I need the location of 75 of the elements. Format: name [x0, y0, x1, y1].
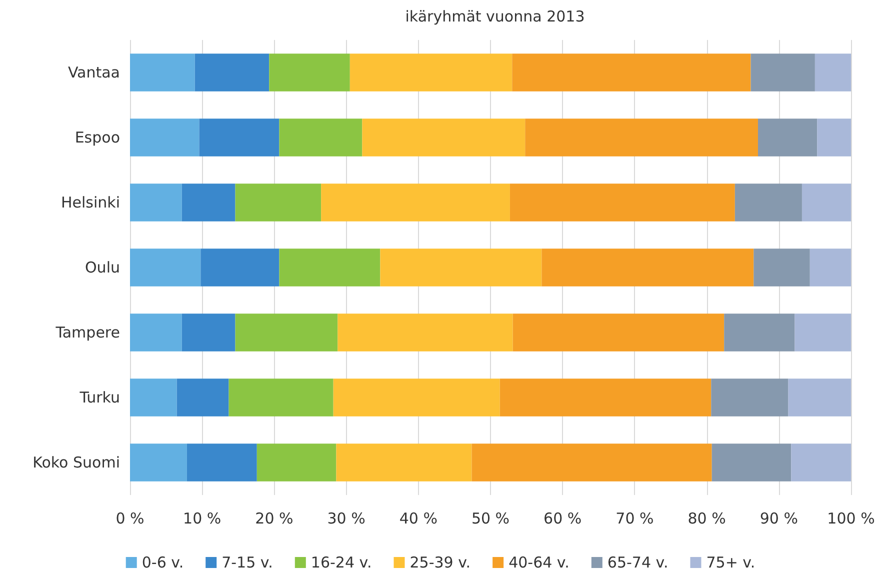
bar — [279, 248, 380, 286]
legend-label: 25-39 v. — [410, 554, 471, 572]
bar — [333, 378, 500, 416]
bar — [194, 54, 270, 92]
bar — [200, 248, 280, 286]
bar — [810, 248, 851, 286]
y-tick-label: Tampere — [54, 324, 120, 342]
x-tick-label: 20 % — [255, 510, 294, 528]
bar — [472, 444, 712, 482]
bar — [525, 118, 758, 156]
legend-label: 0-6 v. — [142, 554, 184, 572]
bar — [199, 118, 280, 156]
bar — [182, 184, 236, 222]
bar — [338, 314, 513, 352]
bar — [321, 184, 510, 222]
legend-label: 65-74 v. — [607, 554, 668, 572]
y-tick-label: Koko Suomi — [32, 454, 120, 472]
bar — [130, 378, 177, 416]
bar — [500, 378, 712, 416]
bar — [130, 444, 187, 482]
bar — [711, 378, 788, 416]
bar — [130, 314, 182, 352]
bar — [791, 444, 851, 482]
bar — [724, 314, 795, 352]
x-tick-label: 40 % — [399, 510, 438, 528]
bar — [130, 248, 201, 286]
bar — [512, 54, 751, 92]
bar — [130, 118, 200, 156]
bar — [176, 378, 229, 416]
chart-title: ikäryhmät vuonna 2013 — [405, 8, 585, 26]
x-tick-label: 50 % — [471, 510, 510, 528]
bar — [754, 248, 810, 286]
bar — [186, 444, 257, 482]
bar — [228, 378, 334, 416]
y-tick-label: Helsinki — [60, 194, 120, 212]
bar — [802, 184, 851, 222]
bar — [182, 314, 236, 352]
x-tick-label: 70 % — [616, 510, 654, 528]
bar — [512, 314, 724, 352]
bar — [814, 54, 851, 92]
bar — [235, 184, 322, 222]
y-tick-label: Oulu — [85, 258, 120, 276]
bar — [336, 444, 472, 482]
bar — [734, 184, 802, 222]
bar — [130, 184, 182, 222]
bar — [510, 184, 735, 222]
x-tick-label: 0 % — [116, 510, 144, 528]
bar — [788, 378, 851, 416]
bar — [269, 54, 350, 92]
legend-label: 40-64 v. — [508, 554, 570, 572]
bar — [712, 444, 792, 482]
bar — [794, 314, 851, 352]
x-tick-label: 90 % — [760, 510, 798, 528]
bar — [380, 248, 542, 286]
x-tick-label: 80 % — [688, 510, 726, 528]
bar — [542, 248, 754, 286]
legend-label: 75+ v. — [706, 554, 756, 572]
y-tick-label: Turku — [78, 388, 120, 406]
bar — [130, 54, 195, 92]
legend-label: 16-24 v. — [310, 554, 372, 572]
y-tick-label: Vantaa — [68, 64, 120, 82]
legend-label: 7-15 v. — [222, 554, 273, 572]
bar — [362, 118, 526, 156]
bar — [817, 118, 851, 156]
bar — [235, 314, 338, 352]
bar — [758, 118, 818, 156]
bar — [350, 54, 512, 92]
x-tick-label: 30 % — [327, 510, 366, 528]
bar — [279, 118, 362, 156]
x-tick-label: 100 % — [827, 510, 875, 528]
x-tick-label: 60 % — [544, 510, 582, 528]
bar — [256, 444, 336, 482]
x-tick-label: 10 % — [183, 510, 222, 528]
y-tick-label: Espoo — [74, 128, 120, 146]
bar — [750, 54, 815, 92]
